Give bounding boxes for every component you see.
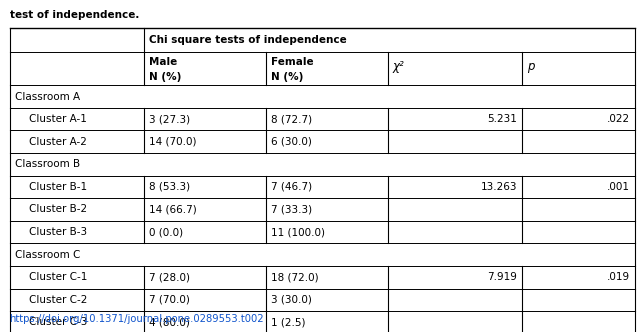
Text: Cluster C-2: Cluster C-2 (29, 295, 87, 305)
Text: Cluster B-3: Cluster B-3 (29, 227, 87, 237)
Text: Cluster C-3: Cluster C-3 (29, 317, 87, 327)
Text: 3 (27.3): 3 (27.3) (149, 114, 190, 124)
Text: 1 (2.5): 1 (2.5) (271, 317, 305, 327)
Text: 11 (100.0): 11 (100.0) (271, 227, 325, 237)
Text: N (%): N (%) (271, 72, 303, 82)
Text: 8 (72.7): 8 (72.7) (271, 114, 312, 124)
Text: Classroom C: Classroom C (15, 250, 80, 260)
Text: 14 (70.0): 14 (70.0) (149, 137, 196, 147)
Text: p: p (527, 59, 535, 73)
Text: 5.231: 5.231 (487, 114, 517, 124)
Text: Cluster B-2: Cluster B-2 (29, 205, 87, 214)
Text: 7 (70.0): 7 (70.0) (149, 295, 190, 305)
Text: .001: .001 (607, 182, 630, 192)
Text: 0 (0.0): 0 (0.0) (149, 227, 183, 237)
Text: Chi square tests of independence: Chi square tests of independence (149, 35, 347, 45)
Text: 7 (33.3): 7 (33.3) (271, 205, 312, 214)
Text: .022: .022 (607, 114, 630, 124)
Text: 7 (46.7): 7 (46.7) (271, 182, 312, 192)
Text: 6 (30.0): 6 (30.0) (271, 137, 312, 147)
Text: 18 (72.0): 18 (72.0) (271, 272, 319, 282)
Text: 7.919: 7.919 (487, 272, 517, 282)
Text: Cluster A-2: Cluster A-2 (29, 137, 86, 147)
Text: Female: Female (271, 57, 314, 67)
Text: Male: Male (149, 57, 177, 67)
Text: .019: .019 (607, 272, 630, 282)
Text: 7 (28.0): 7 (28.0) (149, 272, 190, 282)
Text: 8 (53.3): 8 (53.3) (149, 182, 190, 192)
Text: 14 (66.7): 14 (66.7) (149, 205, 197, 214)
Text: Cluster A-1: Cluster A-1 (29, 114, 86, 124)
Text: test of independence.: test of independence. (10, 10, 139, 20)
Text: 3 (30.0): 3 (30.0) (271, 295, 312, 305)
Text: χ²: χ² (393, 59, 404, 73)
Text: N (%): N (%) (149, 72, 182, 82)
Text: Cluster B-1: Cluster B-1 (29, 182, 87, 192)
Text: https://doi.org/10.1371/journal.pone.0289553.t002: https://doi.org/10.1371/journal.pone.028… (10, 314, 264, 324)
Text: 13.263: 13.263 (481, 182, 517, 192)
Text: Cluster C-1: Cluster C-1 (29, 272, 87, 282)
Text: 4 (80.0): 4 (80.0) (149, 317, 190, 327)
Text: Classroom B: Classroom B (15, 159, 80, 169)
Text: Classroom A: Classroom A (15, 92, 80, 102)
